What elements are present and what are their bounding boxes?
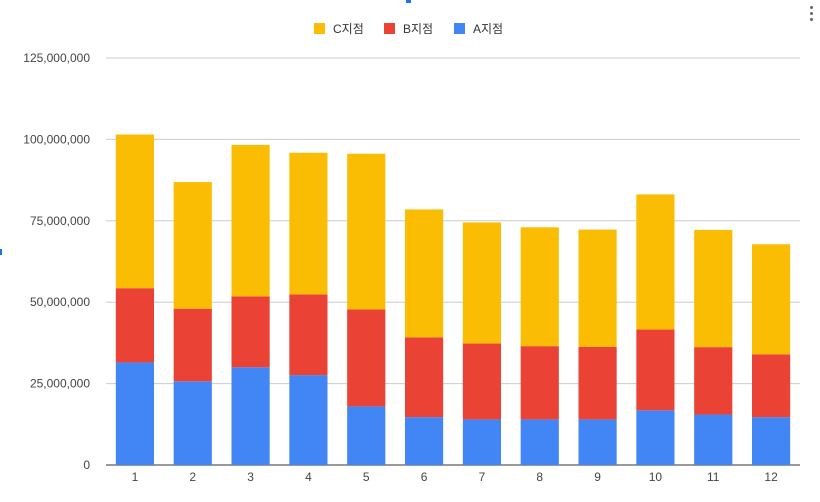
- y-tick-label: 0: [83, 458, 90, 472]
- x-tick-label: 5: [363, 470, 370, 484]
- legend-label: A지점: [473, 22, 503, 36]
- bar-B지점-6: [404, 337, 444, 418]
- bar-C지점-8: [520, 227, 559, 347]
- legend-swatch: [314, 23, 325, 34]
- bar-A지점-8: [520, 419, 559, 465]
- selection-handle-top: [406, 0, 411, 3]
- bar-C지점-12: [751, 244, 791, 355]
- bar-A지점-1: [115, 362, 155, 465]
- x-tick-label: 2: [189, 470, 196, 484]
- x-tick-label: 7: [479, 470, 486, 484]
- bar-A지점-3: [231, 367, 270, 465]
- bar-C지점-7: [462, 222, 502, 344]
- bar-B지점-9: [578, 346, 617, 420]
- bar-A지점-10: [636, 410, 675, 465]
- bar-C지점-1: [115, 134, 155, 289]
- x-tick-label: 10: [649, 470, 663, 484]
- bar-B지점-3: [231, 296, 270, 368]
- y-axis-labels: 0 25,000,000 50,000,000 75,000,000 100,000,0…: [23, 51, 90, 472]
- x-tick-label: 3: [247, 470, 254, 484]
- legend-swatch: [384, 23, 395, 34]
- x-tick-label: 6: [421, 470, 428, 484]
- bar-B지점-12: [751, 354, 791, 418]
- x-tick-label: 8: [536, 470, 543, 484]
- x-tick-label: 12: [764, 470, 778, 484]
- bar-C지점-10: [636, 194, 675, 330]
- bar-B지점-8: [520, 346, 559, 420]
- x-tick-label: 4: [305, 470, 312, 484]
- y-tick-label: 75,000,000: [30, 214, 90, 228]
- gridlines: [106, 57, 800, 466]
- bar-C지점-6: [404, 209, 444, 338]
- legend-label: B지점: [403, 22, 433, 36]
- bar-A지점-5: [347, 406, 386, 465]
- bar-A지점-7: [462, 419, 502, 465]
- legend-swatch: [454, 23, 465, 34]
- bar-A지점-11: [694, 414, 733, 465]
- more-options-icon[interactable]: [808, 6, 814, 24]
- y-tick-label: 100,000,000: [23, 132, 90, 146]
- y-tick-label: 50,000,000: [30, 295, 90, 309]
- bar-A지점-2: [173, 381, 212, 465]
- bar-B지점-5: [347, 309, 386, 407]
- y-tick-label: 125,000,000: [23, 51, 90, 65]
- selection-handle-left: [0, 249, 2, 255]
- bar-C지점-5: [347, 153, 386, 310]
- bar-B지점-11: [694, 347, 733, 415]
- bar-B지점-10: [636, 329, 675, 411]
- legend-label: C지점: [333, 22, 364, 36]
- bar-A지점-12: [751, 417, 791, 465]
- bar-B지점-7: [462, 343, 502, 420]
- x-tick-label: 11: [707, 470, 720, 484]
- bar-A지점-6: [404, 417, 444, 465]
- x-tick-label: 1: [132, 470, 139, 484]
- y-tick-label: 25,000,000: [30, 377, 90, 391]
- bar-B지점-2: [173, 308, 212, 382]
- bar-C지점-2: [173, 182, 212, 309]
- x-tick-label: 9: [594, 470, 601, 484]
- bars: [115, 134, 791, 465]
- bar-B지점-4: [289, 294, 328, 376]
- bar-C지점-3: [231, 144, 270, 297]
- bar-A지점-9: [578, 419, 617, 465]
- bar-C지점-9: [578, 229, 617, 347]
- legend: C지점 B지점 A지점: [314, 22, 503, 36]
- bar-C지점-11: [694, 229, 733, 348]
- bar-C지점-4: [289, 152, 328, 295]
- bar-B지점-1: [115, 288, 155, 363]
- bar-A지점-4: [289, 375, 328, 465]
- x-axis-labels: 1 2 3 4 5 6 7 8 9 10 11 12: [132, 470, 779, 484]
